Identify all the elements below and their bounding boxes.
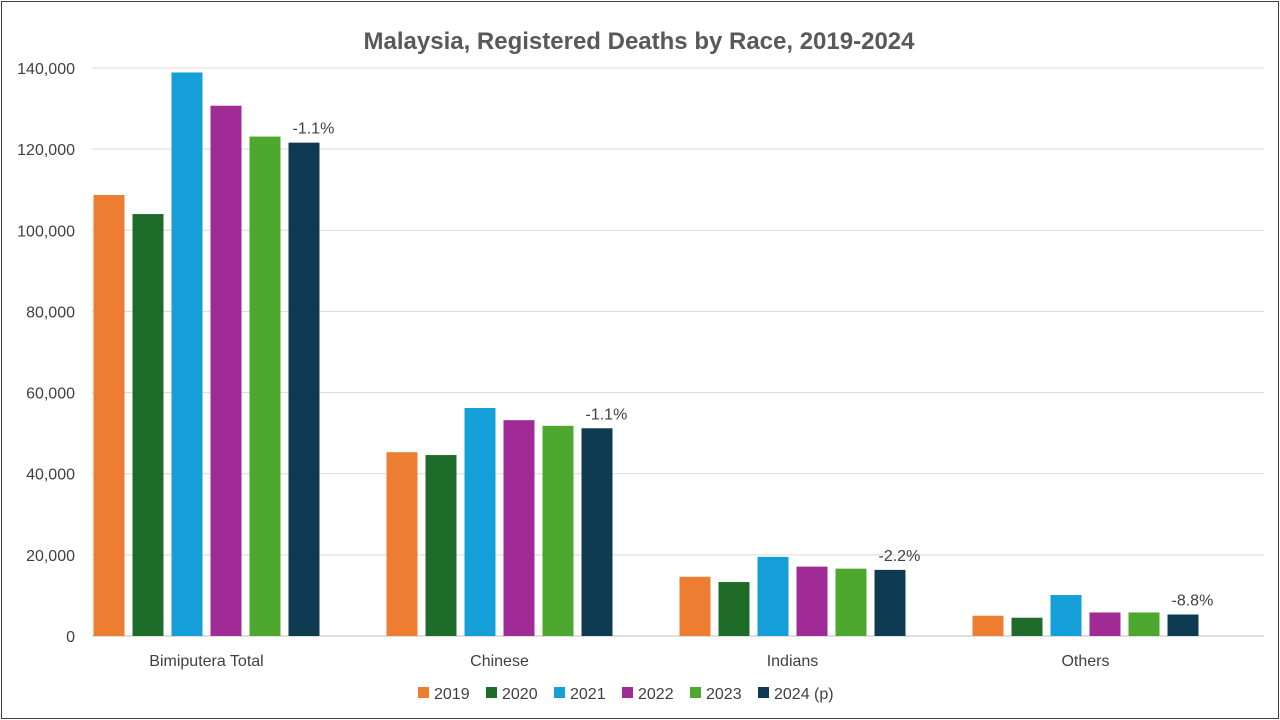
bar-2020-bimiputera-total [132, 214, 164, 637]
legend-swatch [486, 687, 497, 698]
bar-2021-others [1050, 595, 1082, 636]
bar-2023-others [1128, 612, 1160, 636]
bar-2021-chinese [464, 407, 496, 636]
bar-2019-chinese [386, 452, 418, 636]
bar-2024-p--chinese [581, 428, 613, 636]
x-category-label: Bimiputera Total [149, 653, 263, 670]
y-tick-label: 120,000 [17, 142, 75, 159]
bar-2019-others [972, 615, 1004, 636]
bar-2024-p--bimiputera-total [288, 142, 320, 636]
legend-label: 2019 [434, 686, 470, 703]
bar-2024-p--indians [874, 569, 906, 636]
legend-swatch [690, 687, 701, 698]
legend-label: 2024 (p) [774, 686, 834, 703]
x-axis-categories: Bimiputera Total Chinese Indians Others [149, 653, 1109, 670]
bar-2023-bimiputera-total [249, 136, 281, 636]
bar-2020-chinese [425, 455, 457, 636]
data-label: -8.8% [1172, 592, 1214, 609]
legend-swatch [622, 687, 633, 698]
bar-2021-indians [757, 556, 789, 636]
y-tick-label: 20,000 [26, 548, 75, 565]
bar-2022-bimiputera-total [210, 105, 242, 636]
chart-title: Malaysia, Registered Deaths by Race, 201… [364, 28, 916, 55]
legend-label: 2022 [638, 686, 674, 703]
legend-label: 2023 [706, 686, 742, 703]
bar-2020-others [1011, 617, 1043, 636]
legend-label: 2021 [570, 686, 606, 703]
data-labels: -1.1% -1.1% -2.2% -8.8% [293, 121, 1214, 610]
y-tick-label: 100,000 [17, 223, 75, 240]
y-axis-ticks: 0 20,000 40,000 60,000 80,000 100,000 120,000 1… [17, 61, 75, 646]
y-tick-label: 60,000 [26, 386, 75, 403]
bar-2023-indians [835, 568, 867, 636]
y-tick-label: 0 [66, 629, 75, 646]
legend-label: 2020 [502, 686, 538, 703]
y-tick-label: 80,000 [26, 304, 75, 321]
legend-swatch [418, 687, 429, 698]
bar-2024-p--others [1167, 614, 1199, 636]
bars [93, 72, 1199, 637]
bar-2022-chinese [503, 420, 535, 636]
data-label: -2.2% [879, 548, 921, 565]
x-category-label: Indians [767, 653, 819, 670]
x-category-label: Chinese [470, 653, 529, 670]
y-tick-label: 140,000 [17, 61, 75, 78]
bar-2022-indians [796, 566, 828, 636]
legend: 2019 2020 2021 2022 2023 2024 (p) [418, 686, 834, 703]
bar-2023-chinese [542, 425, 574, 636]
data-label: -1.1% [293, 121, 335, 138]
bar-2022-others [1089, 612, 1121, 636]
bar-2021-bimiputera-total [171, 72, 203, 636]
bar-2019-bimiputera-total [93, 194, 125, 636]
bar-2019-indians [679, 576, 711, 636]
data-label: -1.1% [586, 406, 628, 423]
legend-swatch [554, 687, 565, 698]
y-tick-label: 40,000 [26, 467, 75, 484]
x-category-label: Others [1061, 653, 1109, 670]
legend-swatch [758, 687, 769, 698]
bar-2020-indians [718, 582, 750, 636]
